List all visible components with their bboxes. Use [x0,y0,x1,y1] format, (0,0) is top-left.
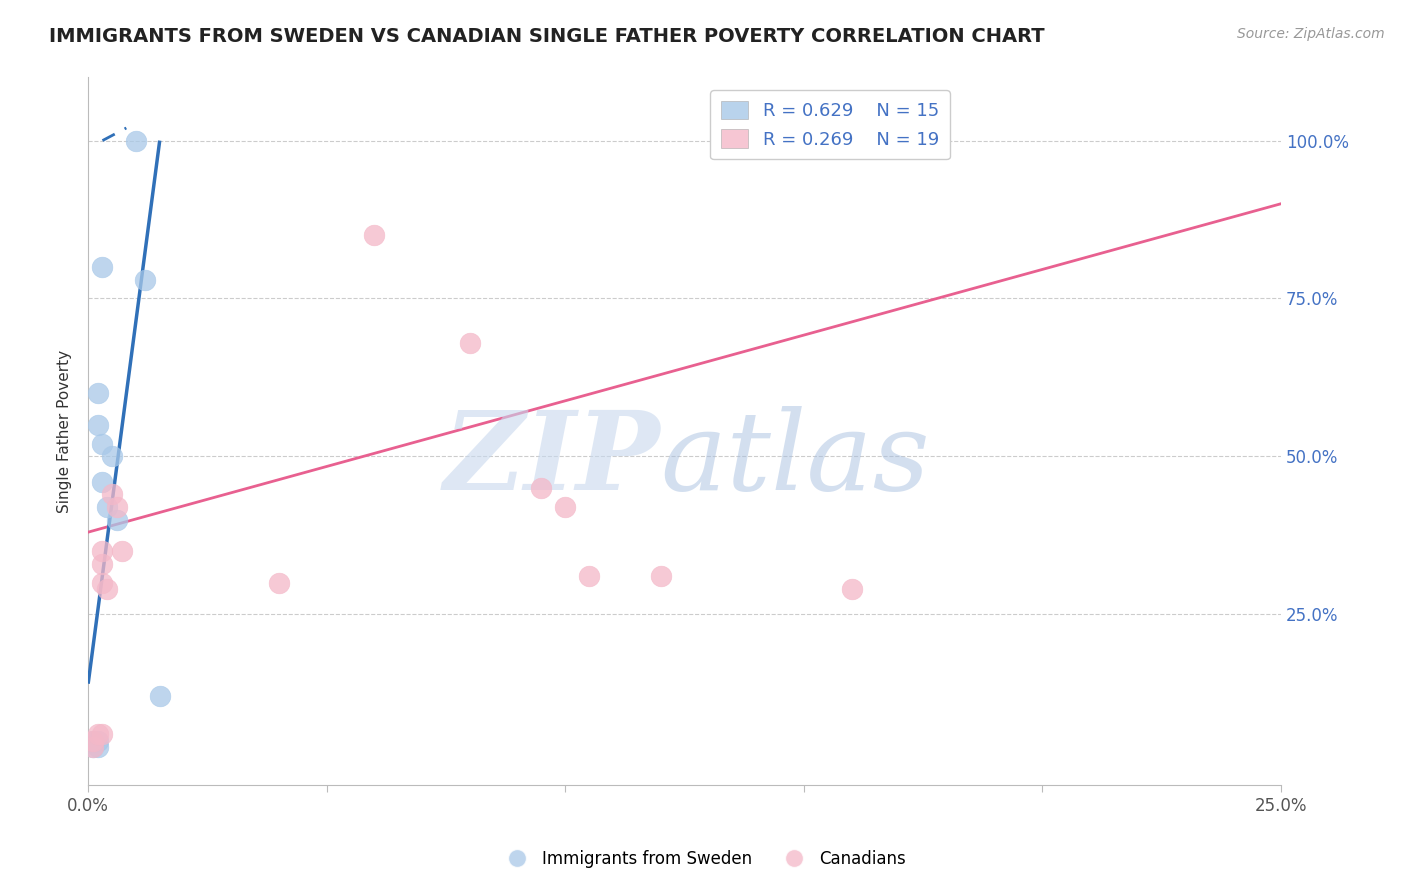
Point [86,386,108,401]
Point [91,260,114,274]
Point [82,733,104,747]
Point [82,733,104,747]
Point [134,272,156,286]
Point [125,134,148,148]
Point [91,436,114,450]
Point [86,733,108,747]
Point [650,569,672,583]
Point [105,500,128,514]
Legend: Immigrants from Sweden, Canadians: Immigrants from Sweden, Canadians [494,844,912,875]
Point [363,228,385,243]
Legend: R = 0.629    N = 15, R = 0.269    N = 19: R = 0.629 N = 15, R = 0.269 N = 19 [710,90,950,160]
Text: Source: ZipAtlas.com: Source: ZipAtlas.com [1237,27,1385,41]
Point [91,575,114,590]
Point [91,475,114,489]
Point [267,575,290,590]
Point [101,487,124,501]
Text: ZIP: ZIP [444,406,661,513]
Point [86,739,108,754]
Point [91,544,114,558]
Text: atlas: atlas [661,406,931,513]
Point [578,569,600,583]
Point [86,417,108,432]
Point [86,727,108,741]
Point [110,544,132,558]
Point [101,450,124,464]
Point [530,481,553,495]
Point [554,500,576,514]
Point [91,727,114,741]
Point [458,335,481,350]
Point [149,690,172,704]
Point [841,582,863,596]
Point [96,582,118,596]
Point [105,512,128,526]
Point [91,557,114,571]
Point [96,500,118,514]
Text: IMMIGRANTS FROM SWEDEN VS CANADIAN SINGLE FATHER POVERTY CORRELATION CHART: IMMIGRANTS FROM SWEDEN VS CANADIAN SINGL… [49,27,1045,45]
Point [82,739,104,754]
Point [82,739,104,754]
Y-axis label: Single Father Poverty: Single Father Poverty [58,350,72,513]
